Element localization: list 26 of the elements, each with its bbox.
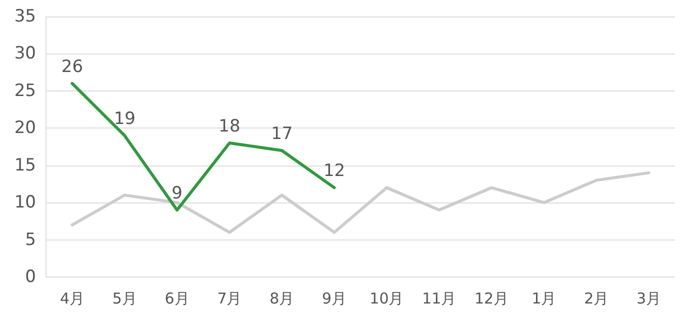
- x-tick-label: 7月: [217, 290, 242, 308]
- y-tick-label: 35: [14, 6, 36, 26]
- x-tick-label: 9月: [322, 290, 347, 308]
- y-tick-label: 30: [14, 44, 36, 64]
- y-tick-label: 10: [14, 192, 36, 213]
- x-tick-label: 10月: [370, 290, 404, 308]
- y-tick-label: 5: [25, 230, 36, 250]
- data-label: 26: [61, 56, 84, 77]
- x-tick-label: 4月: [60, 290, 84, 308]
- x-tick-label: 5月: [112, 290, 137, 308]
- y-tick-label: 25: [14, 80, 36, 101]
- y-tick-label: 15: [14, 155, 36, 176]
- y-tick-label: 0: [25, 267, 36, 287]
- data-label: 17: [271, 124, 293, 144]
- data-label: 19: [114, 109, 136, 130]
- x-tick-label: 2月: [584, 290, 609, 308]
- x-tick-label: 1月: [532, 290, 556, 308]
- data-label: 9: [172, 184, 182, 204]
- data-label: 12: [323, 161, 346, 182]
- data-label: 18: [218, 116, 240, 137]
- x-tick-label: 12月: [474, 290, 509, 308]
- x-tick-label: 6月: [164, 290, 190, 308]
- x-tick-label: 8月: [270, 290, 294, 308]
- y-tick-label: 20: [14, 118, 36, 138]
- x-tick-label: 11月: [422, 290, 456, 308]
- x-tick-label: 3月: [636, 290, 662, 308]
